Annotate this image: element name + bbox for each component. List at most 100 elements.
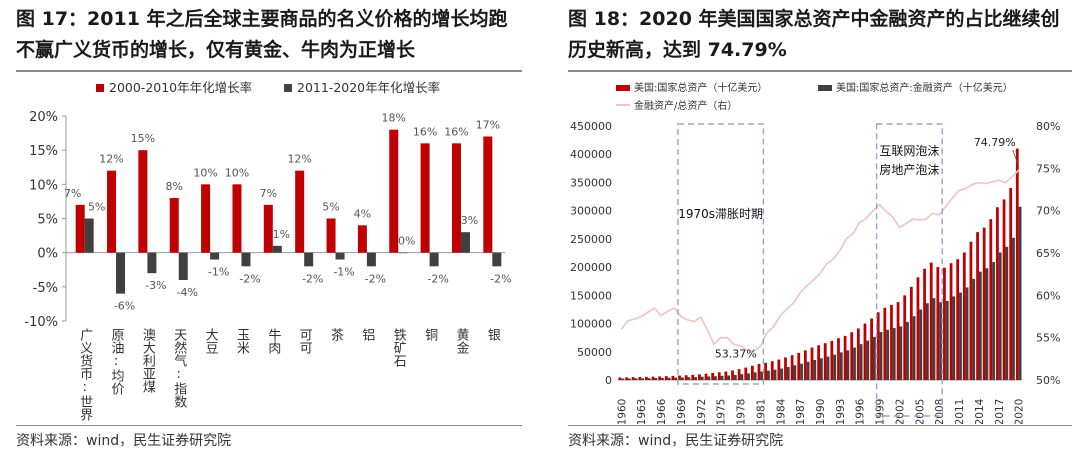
bar-total-assets — [757, 364, 761, 380]
bar — [210, 252, 220, 260]
bar-total-assets — [698, 374, 701, 380]
x-tick-label: 2011 — [954, 399, 966, 424]
bar-financial-assets — [965, 287, 969, 380]
bar — [241, 252, 251, 267]
bar-financial-assets — [667, 377, 671, 380]
y-left-tick-label: 0 — [605, 374, 612, 387]
x-tick-label: 2017 — [994, 399, 1006, 424]
x-tick-label: 1978 — [736, 399, 748, 424]
bar-financial-assets — [879, 332, 883, 380]
category-label: 大豆 — [203, 328, 219, 354]
y-left-tick-label: 100000 — [570, 318, 612, 331]
bar-financial-assets — [833, 354, 837, 380]
bar-total-assets — [949, 263, 953, 380]
bar-financial-assets — [714, 376, 717, 380]
bar-total-assets — [744, 367, 748, 380]
data-label: -1% — [333, 266, 354, 279]
figure-17-top-rule — [16, 70, 522, 72]
x-tick-label: 1981 — [755, 399, 767, 424]
y-right-tick-label: 80% — [1036, 120, 1060, 133]
bar-total-assets — [936, 267, 940, 380]
figure-18-panel: 图 18：2020 年美国国家总资产中金融资产的占比继续创历史新高，达到 74.… — [552, 0, 1080, 454]
y-tick-label: -5% — [33, 281, 58, 296]
data-label: 12% — [287, 153, 311, 166]
figure-17-chart: 2000-2010年年化增长率 2011-2020年年化增长率 -10% -5% 0% 5… — [24, 80, 511, 422]
bar-financial-assets — [859, 344, 863, 380]
x-tick-label: 2005 — [914, 399, 926, 424]
bar-total-assets — [750, 365, 754, 380]
data-label: -2% — [490, 272, 511, 285]
bar-financial-assets — [992, 262, 995, 380]
legend-label: 金融资产/总资产（右） — [634, 99, 737, 112]
bar-financial-assets — [939, 302, 942, 380]
bar-total-assets — [837, 338, 840, 380]
data-label: 5% — [88, 201, 105, 214]
y-left-tick-label: 50000 — [577, 346, 612, 359]
bar-financial-assets — [687, 377, 691, 380]
data-label: 5% — [322, 201, 339, 214]
legend-label: 2000-2010年年化增长率 — [109, 80, 252, 95]
bar-total-assets — [896, 302, 900, 380]
category-label: 天然气:指数 — [171, 328, 187, 408]
bar-financial-assets — [661, 377, 664, 380]
bubble-label-1: 互联网泡沫 — [879, 144, 939, 158]
bar — [116, 252, 126, 294]
bar-total-assets — [850, 332, 854, 380]
y-left-tick-label: 150000 — [570, 289, 612, 302]
bar-financial-assets — [793, 365, 797, 380]
bar-total-assets — [870, 318, 873, 380]
x-tick-label: 2008 — [934, 399, 946, 424]
x-tick-label: 1969 — [676, 399, 688, 424]
data-label: 16% — [413, 125, 437, 138]
bar — [84, 218, 94, 253]
legend-swatch — [96, 84, 104, 92]
y-right-tick-label: 55% — [1036, 332, 1060, 345]
bar-total-assets — [684, 375, 688, 380]
bar-total-assets — [645, 376, 648, 380]
bar-total-assets — [1015, 148, 1019, 380]
bar-financial-assets — [826, 356, 830, 380]
y-left-tick-label: 250000 — [570, 233, 612, 246]
data-label: -6% — [114, 300, 135, 313]
data-label: 7% — [64, 187, 81, 200]
bar-total-assets — [989, 219, 993, 380]
data-label: 15% — [131, 132, 155, 145]
bar-financial-assets — [680, 377, 684, 380]
y-right-tick-label: 65% — [1036, 247, 1060, 260]
bar-financial-assets — [932, 298, 936, 380]
bar — [357, 225, 367, 253]
bar-total-assets — [797, 352, 801, 380]
legend-swatch — [616, 85, 630, 91]
y-tick-label: 5% — [37, 213, 58, 228]
bar-financial-assets — [753, 372, 757, 380]
bar-financial-assets — [700, 376, 704, 380]
bar — [335, 252, 345, 260]
bar-total-assets — [618, 377, 622, 380]
bar-financial-assets — [866, 340, 870, 380]
figure-18-chart: 美国:国家总资产（十亿美元） 美国:国家总资产:金融资产（十亿美元） 金融资产/总资… — [570, 81, 1060, 424]
bar — [295, 170, 305, 253]
bar-total-assets — [810, 347, 814, 380]
category-label: 澳大利亚煤 — [140, 327, 156, 393]
low-point-label: 53.37% — [715, 347, 757, 360]
bar-financial-assets — [760, 371, 764, 380]
bar-financial-assets — [853, 347, 856, 380]
bar-financial-assets — [972, 278, 976, 380]
bar — [492, 252, 502, 267]
y-right-tick-label: 70% — [1036, 205, 1060, 218]
legend: 美国:国家总资产（十亿美元） 美国:国家总资产:金融资产（十亿美元） 金融资产/总资… — [616, 81, 1013, 112]
bar-financial-assets — [1018, 206, 1022, 380]
bar-financial-assets — [647, 378, 651, 380]
y-right-tick-label: 50% — [1036, 374, 1060, 387]
bubble-label-2: 房地产泡沫 — [879, 162, 939, 177]
bar-total-assets — [638, 377, 642, 380]
x-tick-label: 1996 — [855, 398, 867, 424]
bar — [326, 218, 336, 253]
bar-financial-assets — [641, 378, 644, 380]
bar-financial-assets — [621, 378, 625, 380]
bar-total-assets — [830, 340, 834, 380]
y-right-tick-label: 60% — [1036, 289, 1060, 302]
bar-financial-assets — [919, 309, 923, 380]
x-tick-label: 1990 — [815, 399, 827, 424]
figure-18-top-rule — [568, 70, 1072, 72]
